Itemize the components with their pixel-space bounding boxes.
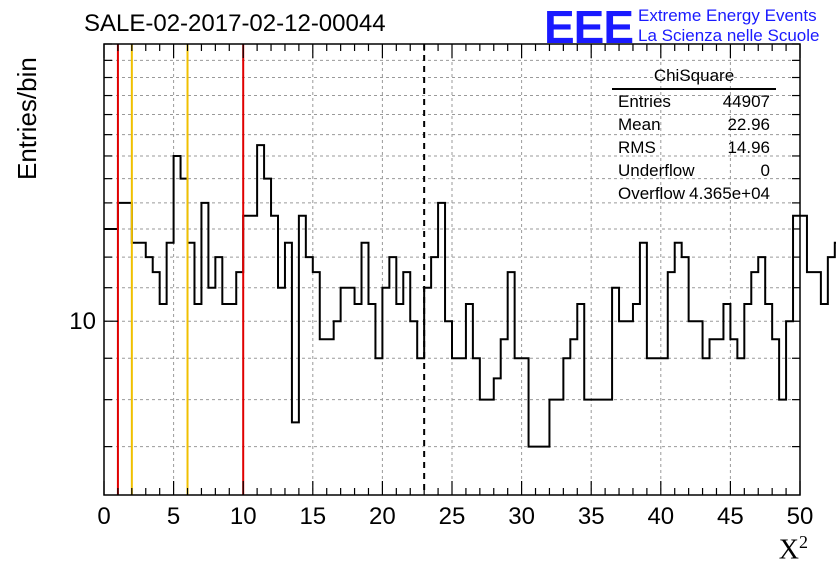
stats-label: Entries: [618, 92, 671, 111]
x-tick-label: 0: [97, 503, 110, 530]
stats-value: 22.96: [727, 115, 770, 134]
x-tick-label: 10: [230, 503, 257, 530]
stats-value: 4.365e+04: [689, 184, 770, 203]
x-tick-label: 25: [439, 503, 466, 530]
x-axis-label: X2: [779, 532, 808, 566]
histogram-line: [104, 144, 836, 448]
x-axis-label-superscript: 2: [799, 531, 808, 552]
x-tick-label: 15: [299, 503, 326, 530]
stats-label: Underflow: [618, 161, 695, 180]
stats-value: 44907: [722, 92, 770, 111]
x-tick-label: 40: [647, 503, 674, 530]
x-tick-label: 5: [167, 503, 180, 530]
stats-row-mean: Mean 22.96: [612, 115, 776, 138]
stats-row-entries: Entries 44907: [612, 92, 776, 115]
x-tick-label: 50: [787, 503, 814, 530]
x-tick-label: 30: [508, 503, 535, 530]
stats-row-underflow: Underflow 0: [612, 161, 776, 184]
logo-line-1: Extreme Energy Events: [638, 6, 817, 25]
stats-label: Mean: [618, 115, 661, 134]
stats-title: ChiSquare: [612, 66, 776, 90]
logo-line-2: La Scienza nelle Scuole: [638, 26, 820, 45]
y-tick-label: 10: [69, 308, 96, 335]
stats-label: RMS: [618, 138, 656, 157]
x-tick-label: 35: [578, 503, 605, 530]
stats-box: ChiSquare Entries 44907 Mean 22.96 RMS 14.9…: [612, 66, 776, 207]
x-tick-label: 20: [369, 503, 396, 530]
stats-row-rms: RMS 14.96: [612, 138, 776, 161]
stats-label: Overflow: [618, 184, 686, 203]
stats-row-overflow: Overflow 4.365e+04: [612, 184, 776, 207]
stats-value: 14.96: [727, 138, 770, 157]
x-axis-label-base: X: [778, 534, 799, 565]
chart-title: SALE-02-2017-02-12-00044: [84, 10, 386, 37]
x-tick-label: 45: [717, 503, 744, 530]
stats-value: 0: [760, 161, 770, 180]
